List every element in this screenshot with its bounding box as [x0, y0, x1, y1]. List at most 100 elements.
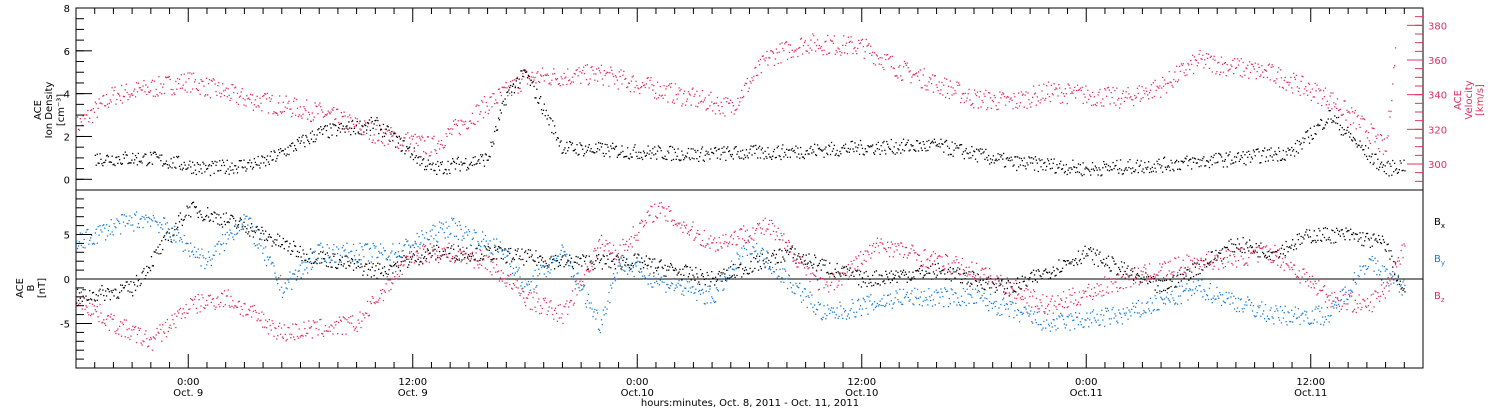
velocity-point	[136, 91, 139, 93]
velocity-point	[1032, 96, 1034, 98]
density-point	[532, 81, 534, 83]
by-point	[566, 253, 568, 255]
velocity-point	[765, 57, 767, 59]
velocity-point	[938, 81, 940, 83]
density-point	[143, 155, 145, 157]
bx-point	[534, 260, 536, 262]
bx-point	[1221, 248, 1224, 250]
by-point	[534, 269, 536, 272]
density-point	[714, 147, 716, 149]
velocity-point	[1134, 94, 1136, 97]
velocity-point	[891, 55, 893, 57]
density-point	[550, 118, 552, 120]
by-point	[161, 224, 163, 226]
velocity-point	[599, 72, 602, 74]
bx-point	[834, 268, 836, 270]
velocity-point	[803, 41, 806, 44]
velocity-point	[624, 78, 626, 80]
bx-point	[1005, 282, 1008, 284]
velocity-point	[301, 117, 303, 119]
density-point	[277, 155, 279, 157]
bx-point	[552, 258, 554, 261]
velocity-point	[1111, 96, 1113, 99]
by-point	[113, 223, 115, 225]
density-point	[1401, 170, 1403, 172]
velocity-point	[561, 78, 563, 80]
density-point	[1086, 167, 1088, 169]
density-point	[1047, 160, 1050, 162]
bx-point	[151, 265, 154, 267]
density-point	[581, 145, 583, 147]
density-point	[236, 172, 239, 174]
density-point	[438, 169, 441, 171]
by-point	[304, 269, 306, 271]
velocity-point	[835, 49, 837, 52]
velocity-point	[1164, 83, 1167, 85]
bx-point	[342, 265, 344, 267]
bx-point	[265, 238, 268, 240]
velocity-point	[216, 94, 218, 96]
density-point	[946, 145, 949, 147]
density-point	[763, 158, 765, 160]
density-point	[1088, 169, 1090, 171]
by-point	[580, 279, 582, 281]
density-point	[940, 138, 942, 140]
velocity-point	[414, 133, 416, 136]
density-point	[1144, 161, 1146, 164]
density-point	[843, 144, 845, 147]
bx-point	[799, 256, 801, 258]
density-point	[589, 150, 591, 152]
bx-point	[1283, 248, 1285, 250]
density-point	[276, 157, 278, 160]
density-point	[147, 163, 149, 165]
density-point	[192, 161, 194, 163]
velocity-point	[589, 78, 591, 80]
density-point	[676, 155, 678, 157]
density-point	[889, 148, 892, 151]
density-point	[318, 128, 320, 130]
velocity-point	[1045, 97, 1047, 100]
density-point	[1061, 168, 1063, 170]
bx-point	[1180, 280, 1182, 282]
density-point	[1244, 154, 1246, 156]
density-point	[263, 162, 265, 164]
by-point	[102, 224, 104, 227]
bx-point	[717, 273, 719, 275]
bx-point	[123, 287, 125, 289]
density-point	[977, 149, 979, 151]
bx-point	[1132, 270, 1134, 273]
bx-point	[1087, 255, 1089, 257]
velocity-point	[907, 67, 909, 69]
velocity-point	[622, 74, 624, 76]
velocity-point	[384, 128, 386, 130]
bx-point	[110, 290, 112, 292]
velocity-point	[430, 151, 432, 153]
bx-point	[399, 270, 401, 272]
density-point	[124, 151, 126, 153]
density-point	[907, 139, 909, 141]
by-point	[700, 289, 703, 291]
velocity-point	[850, 36, 852, 38]
velocity-point	[337, 121, 340, 124]
density-point	[1214, 162, 1216, 164]
velocity-point	[1175, 80, 1177, 82]
bx-point	[585, 255, 588, 257]
velocity-point	[718, 110, 720, 112]
velocity-point	[412, 135, 415, 137]
by-point	[620, 257, 622, 259]
density-point	[724, 151, 726, 153]
velocity-point	[138, 87, 140, 89]
velocity-point	[771, 50, 773, 52]
velocity-point	[322, 111, 324, 113]
density-point	[1119, 168, 1121, 170]
by-point	[634, 263, 636, 265]
velocity-point	[772, 52, 775, 54]
bx-point	[786, 251, 788, 253]
density-point	[506, 91, 508, 94]
bx-point	[895, 270, 897, 272]
bx-point	[885, 270, 887, 272]
bx-point	[923, 275, 925, 277]
bx-point	[719, 275, 721, 277]
density-point	[1054, 172, 1056, 174]
velocity-point	[642, 84, 645, 87]
